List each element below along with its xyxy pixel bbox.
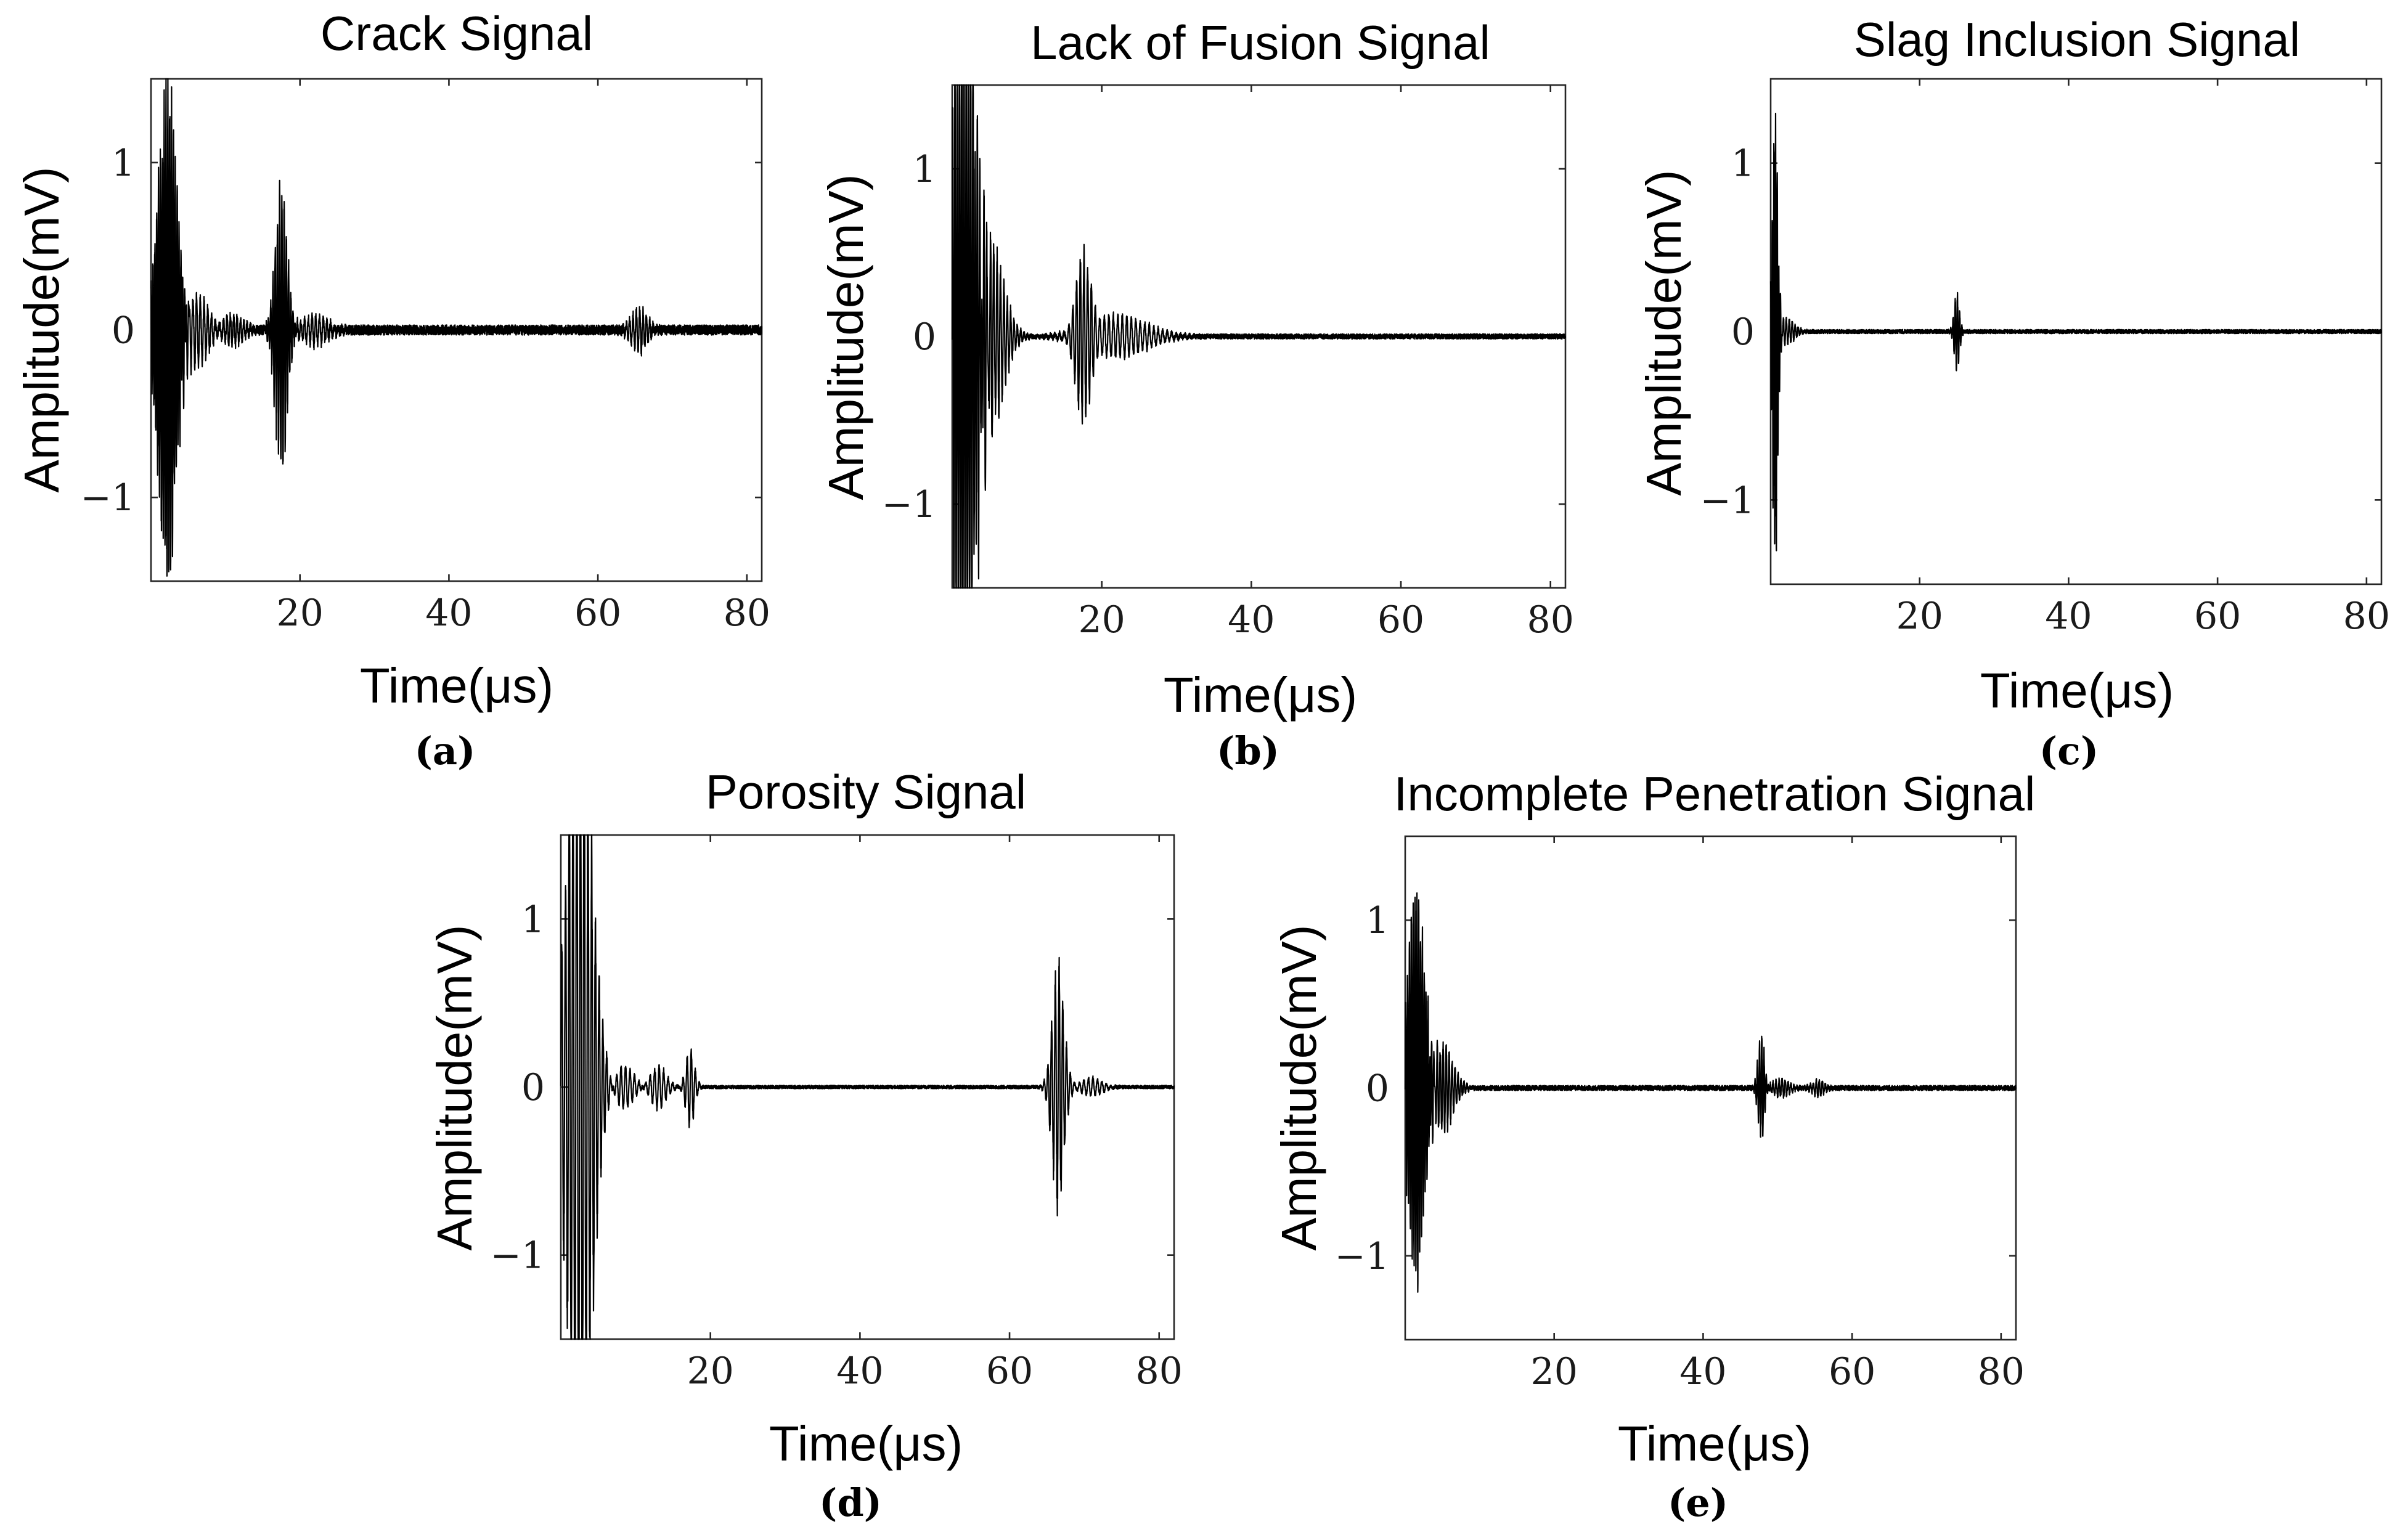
ytick-label: 0 [112, 309, 135, 352]
signal-line-a [150, 78, 763, 577]
xtick-label: 60 [986, 1350, 1033, 1393]
xtick-label: 20 [687, 1350, 734, 1393]
ytick-label: −1 [882, 483, 936, 526]
panel-b: Lack of Fusion Signal 20 40 60 80 −1 0 1 Time(… [818, 15, 1574, 773]
ylabel-c: Amplitude(mV) [1636, 169, 1691, 495]
ticks-b: 20 40 60 80 −1 0 1 [882, 85, 1574, 642]
xtick-label: 20 [277, 592, 324, 635]
xlabel-c: Time(μs) [1980, 663, 2174, 718]
ticks-c: 20 40 60 80 −1 0 1 [1700, 79, 2390, 638]
ticks-a: 20 40 60 80 −1 0 1 [81, 79, 770, 635]
xtick-label: 80 [724, 592, 770, 635]
xtick-label: 80 [1527, 598, 1574, 642]
ytick-label: 0 [1731, 311, 1755, 354]
signal-line-b [951, 84, 1567, 589]
panel-label-d: (d) [819, 1480, 882, 1525]
xtick-label: 20 [1896, 595, 1943, 638]
ticks-e: 20 40 60 80 −1 0 1 [1335, 836, 2025, 1393]
ytick-label: 1 [112, 142, 135, 185]
xtick-label: 80 [2343, 595, 2390, 638]
ytick-label: 0 [1366, 1067, 1389, 1110]
xtick-label: 40 [1228, 598, 1275, 642]
ytick-label: −1 [491, 1234, 545, 1277]
ticks-d: 20 40 60 80 −1 0 1 [491, 835, 1183, 1393]
ylabel-d: Amplitude(mV) [427, 924, 482, 1250]
xlabel-a: Time(μs) [360, 658, 553, 713]
xtick-label: 40 [836, 1350, 883, 1393]
xtick-label: 60 [2194, 595, 2241, 638]
ytick-label: −1 [81, 476, 135, 519]
xlabel-b: Time(μs) [1164, 667, 1357, 722]
ylabel-e: Amplitude(mV) [1271, 924, 1326, 1250]
signal-line-c [1769, 112, 2383, 552]
xlabel-d: Time(μs) [769, 1416, 963, 1471]
chart-title-b: Lack of Fusion Signal [1030, 15, 1490, 70]
chart-title-a: Crack Signal [320, 6, 593, 60]
panel-d: Porosity Signal 20 40 60 80 −1 0 1 Time(μs) Am… [427, 765, 1183, 1525]
xtick-label: 80 [1136, 1350, 1183, 1393]
chart-title-e: Incomplete Penetration Signal [1394, 767, 2036, 821]
signal-line-e [1404, 892, 2017, 1293]
panel-label-c: (c) [2039, 728, 2099, 773]
signal-line-d [560, 834, 1175, 1340]
panel-label-b: (b) [1217, 728, 1279, 773]
chart-title-c: Slag Inclusion Signal [1854, 12, 2300, 67]
ylabel-a: Amplitude(mV) [14, 166, 69, 492]
panel-label-a: (a) [415, 728, 476, 773]
ytick-label: 0 [521, 1066, 545, 1109]
xtick-label: 60 [1829, 1350, 1875, 1393]
panel-a: Crack Signal 20 40 60 80 −1 0 1 Time(μs) Ampli… [14, 6, 770, 773]
xtick-label: 20 [1531, 1350, 1578, 1393]
xtick-label: 40 [1679, 1350, 1726, 1393]
xtick-label: 40 [425, 592, 472, 635]
ytick-label: 0 [913, 316, 936, 359]
panel-label-e: (e) [1668, 1480, 1728, 1525]
ytick-label: −1 [1335, 1235, 1389, 1278]
xtick-label: 40 [2045, 595, 2092, 638]
panel-c: Slag Inclusion Signal 20 40 60 80 −1 0 1 Time(… [1636, 12, 2390, 773]
xtick-label: 60 [1377, 598, 1424, 642]
ytick-label: 1 [1731, 142, 1755, 185]
ytick-label: 1 [913, 148, 936, 191]
xtick-label: 80 [1978, 1350, 2025, 1393]
xlabel-e: Time(μs) [1618, 1416, 1811, 1471]
ytick-label: 1 [521, 898, 545, 941]
ytick-label: 1 [1366, 899, 1389, 942]
xtick-label: 20 [1079, 598, 1125, 642]
xtick-label: 60 [574, 592, 621, 635]
panel-e: Incomplete Penetration Signal 20 40 60 80 −1… [1271, 767, 2035, 1525]
ytick-label: −1 [1700, 479, 1755, 522]
chart-title-d: Porosity Signal [706, 765, 1026, 819]
ylabel-b: Amplitude(mV) [818, 174, 873, 500]
